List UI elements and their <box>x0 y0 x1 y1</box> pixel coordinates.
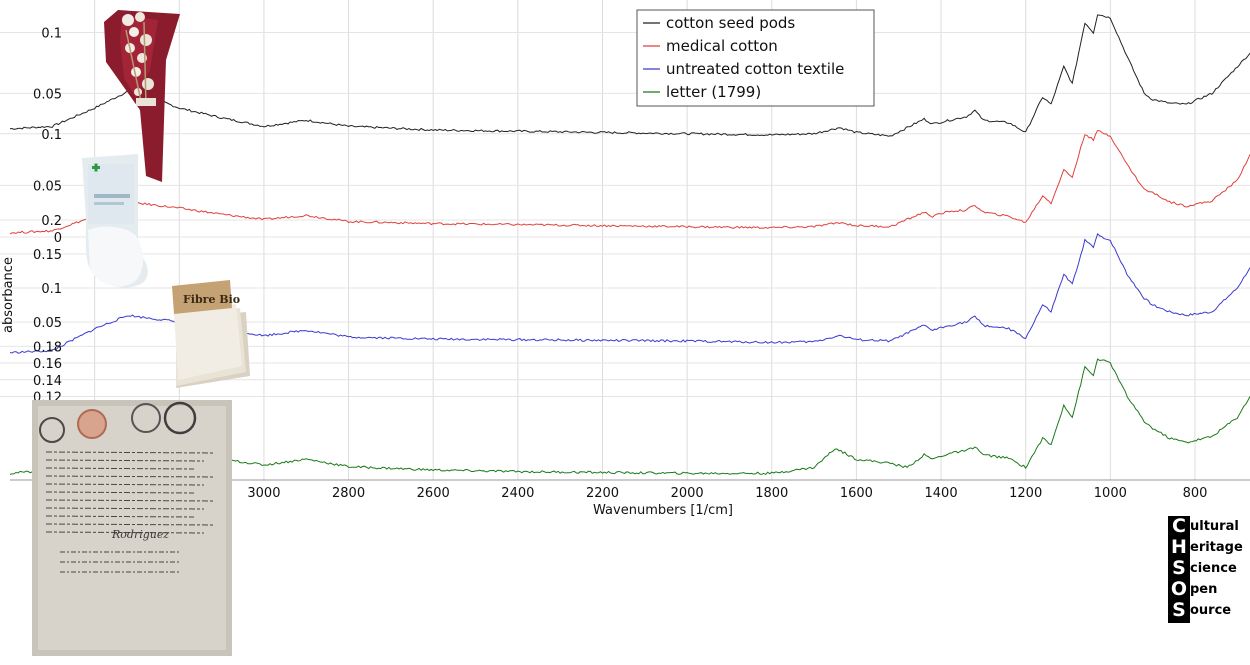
logo-word-open: pen <box>1190 582 1218 597</box>
logo-letter-s: S <box>1172 557 1186 579</box>
letter-handwriting-line <box>45 451 215 454</box>
letter-signature: Rodriguez <box>111 528 169 541</box>
letter-handwriting-line <box>45 491 195 494</box>
y-tick-label: 0.1 <box>41 282 62 297</box>
y-axis-label: absorbance <box>1 257 16 333</box>
letter-handwriting-line <box>45 475 215 478</box>
y-tick-label: 0.05 <box>33 179 62 194</box>
legend-item-label: medical cotton <box>666 37 778 55</box>
y-tick-label: 0.18 <box>33 340 62 355</box>
logo-letter-h: H <box>1171 536 1187 558</box>
legend-item-label: untreated cotton textile <box>666 60 844 78</box>
y-tick-label: 0.16 <box>33 357 62 372</box>
letter-handwriting-line <box>45 467 195 470</box>
letter-handwriting-line <box>45 483 205 486</box>
chsos-logo: C H S O S ultural eritage cience pen our… <box>1168 516 1248 623</box>
legend-item-label: cotton seed pods <box>666 14 795 32</box>
letter-handwriting-line <box>45 507 205 510</box>
logo-word-heritage: eritage <box>1190 540 1243 555</box>
logo-letter-s2: S <box>1172 599 1186 621</box>
x-tick-label: 2200 <box>586 486 619 501</box>
x-tick-label: 1400 <box>925 486 958 501</box>
y-tick-label: 0.1 <box>41 26 62 41</box>
fabric-swatch-photo: Fibre Bio <box>172 280 250 388</box>
x-tick-label: 1000 <box>1094 486 1127 501</box>
medical-cotton-photo <box>82 154 148 288</box>
y-tick-label: 0.05 <box>33 316 62 331</box>
y-tick-label: 0.2 <box>41 214 62 229</box>
x-tick-label: 2800 <box>332 486 365 501</box>
letter-handwriting-line <box>45 459 205 462</box>
x-tick-label: 1200 <box>1009 486 1042 501</box>
y-tick-label: 0.14 <box>33 374 62 389</box>
logo-letter-o: O <box>1170 578 1188 600</box>
y-tick-label: 0.05 <box>33 87 62 102</box>
x-axis-label: Wavenumbers [1/cm] <box>593 503 733 518</box>
letter-handwriting-line <box>45 531 205 534</box>
x-tick-label: 3000 <box>247 486 280 501</box>
logo-word-science: cience <box>1190 561 1237 576</box>
logo-letter-c: C <box>1172 515 1186 537</box>
x-tick-label: 1800 <box>755 486 788 501</box>
cotton-bouquet-photo <box>104 10 180 182</box>
letter-handwriting-line <box>45 515 195 518</box>
logo-bar <box>1168 516 1190 623</box>
series-line <box>9 14 1250 137</box>
legend: cotton seed pods medical cotton untreated … <box>636 9 875 107</box>
letter-handwriting-line <box>45 499 215 502</box>
x-tick-label: 1600 <box>840 486 873 501</box>
y-tick-labels: 0.050.100.050.10.050.10.150.20.120.140.1… <box>33 26 62 405</box>
x-tick-label: 2000 <box>671 486 704 501</box>
letter-handwriting-line <box>45 523 215 526</box>
logo-word-source: ource <box>1190 603 1232 618</box>
y-tick-label: 0 <box>54 231 62 246</box>
x-tick-label: 800 <box>1183 486 1208 501</box>
fabric-swatch-label: Fibre Bio <box>183 293 240 306</box>
x-tick-label: 2600 <box>417 486 450 501</box>
x-tick-labels: 3400320030002800260024002200200018001600… <box>78 486 1207 501</box>
logo-word-cultural: ultural <box>1190 519 1239 534</box>
x-tick-label: 2400 <box>501 486 534 501</box>
y-tick-label: 0.1 <box>41 128 62 143</box>
y-tick-label: 0.15 <box>33 248 62 263</box>
legend-item-label: letter (1799) <box>666 83 761 101</box>
series-line <box>9 129 1250 235</box>
legend-box <box>636 9 875 107</box>
historic-letter-photo: Rodriguez <box>32 400 232 656</box>
